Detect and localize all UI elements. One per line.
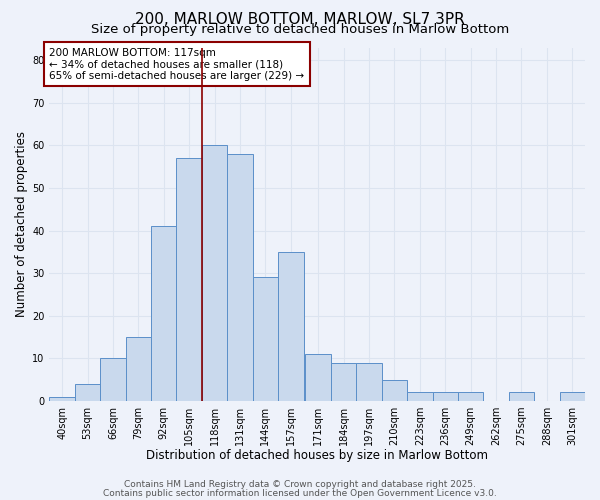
Bar <box>100 358 125 401</box>
Bar <box>176 158 202 401</box>
Y-axis label: Number of detached properties: Number of detached properties <box>15 131 28 317</box>
Bar <box>253 278 278 401</box>
Bar <box>75 384 100 401</box>
Bar <box>407 392 433 401</box>
Bar <box>458 392 484 401</box>
X-axis label: Distribution of detached houses by size in Marlow Bottom: Distribution of detached houses by size … <box>146 450 488 462</box>
Bar <box>125 337 151 401</box>
Text: 200 MARLOW BOTTOM: 117sqm
← 34% of detached houses are smaller (118)
65% of semi: 200 MARLOW BOTTOM: 117sqm ← 34% of detac… <box>49 48 305 80</box>
Text: Contains public sector information licensed under the Open Government Licence v3: Contains public sector information licen… <box>103 488 497 498</box>
Bar <box>331 362 356 401</box>
Bar <box>356 362 382 401</box>
Text: Size of property relative to detached houses in Marlow Bottom: Size of property relative to detached ho… <box>91 22 509 36</box>
Text: Contains HM Land Registry data © Crown copyright and database right 2025.: Contains HM Land Registry data © Crown c… <box>124 480 476 489</box>
Bar <box>202 146 227 401</box>
Bar <box>509 392 534 401</box>
Bar <box>227 154 253 401</box>
Bar <box>382 380 407 401</box>
Bar <box>560 392 585 401</box>
Bar <box>49 396 75 401</box>
Bar <box>305 354 331 401</box>
Bar <box>433 392 458 401</box>
Text: 200, MARLOW BOTTOM, MARLOW, SL7 3PR: 200, MARLOW BOTTOM, MARLOW, SL7 3PR <box>135 12 465 28</box>
Bar <box>278 252 304 401</box>
Bar <box>151 226 176 401</box>
